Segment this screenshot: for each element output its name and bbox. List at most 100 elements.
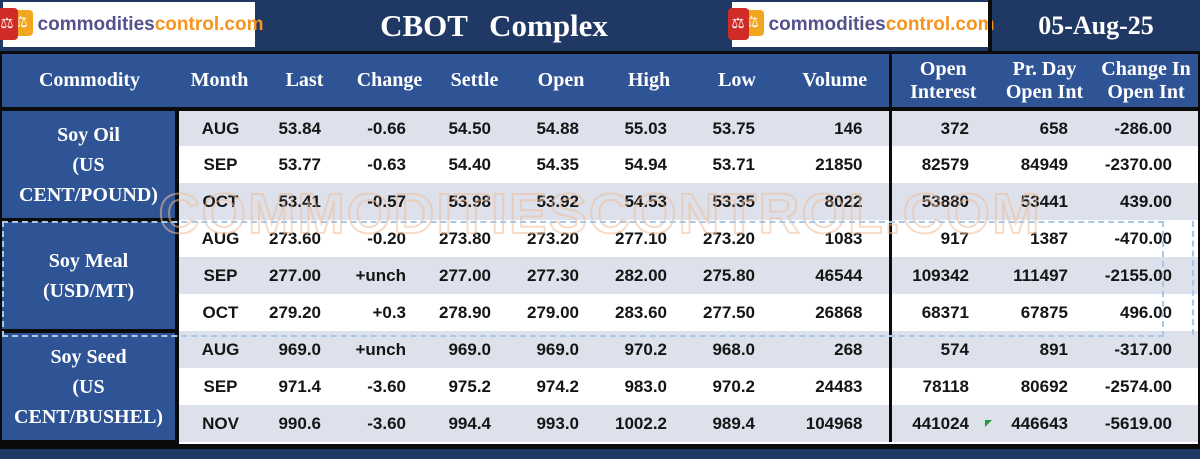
low-cell: 53.75 xyxy=(712,118,755,138)
high-cell: 277.10 xyxy=(615,228,667,248)
cbot-price-table: Commodity Month Last Change Settle Open … xyxy=(2,54,1198,444)
table-row: NOV 990.6 -3.60 994.4 993.0 1002.2 989.4… xyxy=(2,405,1198,442)
open-interest-cell: 68371 xyxy=(888,294,995,331)
prev-day-oi-cell: 1387 xyxy=(1030,228,1068,248)
col-header-low: Low xyxy=(693,54,781,111)
bottom-strip xyxy=(0,444,1200,458)
settle-cell: 54.40 xyxy=(448,154,491,174)
page-title: CBOT Complex xyxy=(380,7,608,43)
open-interest-cell: 78118 xyxy=(888,368,995,405)
prev-day-oi-cell: 84949 xyxy=(1020,154,1068,174)
cell-note-marker xyxy=(985,420,992,427)
volume-cell: 146 xyxy=(834,118,863,138)
month-cell: NOV xyxy=(202,413,239,433)
volume-cell: 8022 xyxy=(824,191,863,211)
change-cell: -0.57 xyxy=(367,191,406,211)
month-cell: OCT xyxy=(202,191,239,211)
col-header-open-interest: Open Interest xyxy=(888,54,995,111)
last-cell: 277.00 xyxy=(269,265,321,285)
open-cell: 54.35 xyxy=(536,154,579,174)
commoditiescontrol-logo-right: ⚖ ⚖ commoditiescontrol.com xyxy=(727,2,994,47)
low-cell: 277.50 xyxy=(703,302,755,322)
commodity-cell-soy-meal: Soy Meal (USD/MT) xyxy=(2,218,179,333)
open-cell: 54.88 xyxy=(536,118,579,138)
prev-day-oi-cell: 446643 xyxy=(1011,413,1068,433)
settle-cell: 975.2 xyxy=(448,376,491,396)
report-date: 05-Aug-25 xyxy=(1038,10,1154,40)
prev-day-oi-cell: 658 xyxy=(1039,118,1068,138)
change-in-oi-cell: -2370.00 xyxy=(1104,154,1172,174)
settle-cell: 278.90 xyxy=(439,302,491,322)
prev-day-oi-cell: 891 xyxy=(1039,339,1068,359)
prev-day-oi-cell: 80692 xyxy=(1020,376,1068,396)
volume-cell: 268 xyxy=(834,339,863,359)
high-cell: 55.03 xyxy=(624,118,667,138)
volume-cell: 24483 xyxy=(815,376,863,396)
open-cell: 277.30 xyxy=(527,265,579,285)
high-cell: 282.00 xyxy=(615,265,667,285)
last-cell: 969.0 xyxy=(278,339,321,359)
change-in-oi-cell: -286.00 xyxy=(1114,118,1172,138)
prev-day-oi-cell: 67875 xyxy=(1020,302,1068,322)
volume-cell: 21850 xyxy=(815,154,863,174)
low-cell: 968.0 xyxy=(712,339,755,359)
low-cell: 273.20 xyxy=(703,228,755,248)
table-row: Soy Oil (US CENT/POUND) AUG 53.84 -0.66 … xyxy=(2,107,1198,222)
settle-cell: 273.80 xyxy=(439,228,491,248)
change-cell: -0.63 xyxy=(367,154,406,174)
open-interest-cell: 109342 xyxy=(888,257,995,294)
change-cell: +unch xyxy=(355,339,406,359)
scales-icon: ⚖ xyxy=(727,7,749,40)
table-row: SEP 277.00 +unch 277.00 277.30 282.00 27… xyxy=(2,257,1198,294)
change-cell: -0.66 xyxy=(367,118,406,138)
settle-cell: 277.00 xyxy=(439,265,491,285)
settle-cell: 54.50 xyxy=(448,118,491,138)
scales-logo-icon: ⚖ ⚖ xyxy=(0,5,35,45)
open-interest-cell: 53880 xyxy=(888,183,995,220)
commoditiescontrol-logo-left: ⚖ ⚖ commoditiescontrol.com xyxy=(0,2,263,47)
open-cell: 969.0 xyxy=(536,339,579,359)
month-cell: AUG xyxy=(201,339,240,359)
high-cell: 54.94 xyxy=(624,154,667,174)
title-bar: ⚖ ⚖ commoditiescontrol.com CBOT Complex … xyxy=(0,0,1200,54)
table-row: Soy Meal (USD/MT) AUG 273.60 -0.20 273.8… xyxy=(2,218,1198,333)
change-cell: +0.3 xyxy=(372,302,406,322)
low-cell: 53.35 xyxy=(712,191,755,211)
open-cell: 279.00 xyxy=(527,302,579,322)
change-cell: -0.20 xyxy=(367,228,406,248)
month-cell: SEP xyxy=(203,154,238,174)
change-in-oi-cell: -5619.00 xyxy=(1104,413,1172,433)
table-row: OCT 53.41 -0.57 53.98 53.92 54.53 53.35 … xyxy=(2,183,1198,220)
open-interest-cell: 372 xyxy=(888,109,995,146)
col-header-settle: Settle xyxy=(432,54,517,111)
settle-cell: 53.98 xyxy=(448,191,491,211)
high-cell: 54.53 xyxy=(624,191,667,211)
table-row: SEP 971.4 -3.60 975.2 974.2 983.0 970.2 … xyxy=(2,368,1198,405)
last-cell: 971.4 xyxy=(278,376,321,396)
open-cell: 273.20 xyxy=(527,228,579,248)
low-cell: 53.71 xyxy=(712,154,755,174)
change-cell: -3.60 xyxy=(367,376,406,396)
logo-wordmark: commoditiescontrol.com xyxy=(37,13,264,35)
last-cell: 53.84 xyxy=(278,118,321,138)
open-cell: 974.2 xyxy=(536,376,579,396)
volume-cell: 26868 xyxy=(815,302,863,322)
volume-cell: 46544 xyxy=(815,265,863,285)
settle-cell: 969.0 xyxy=(448,339,491,359)
scales-logo-icon: ⚖ ⚖ xyxy=(726,5,766,45)
col-header-high: High xyxy=(605,54,693,111)
last-cell: 53.41 xyxy=(278,191,321,211)
last-cell: 273.60 xyxy=(269,228,321,248)
open-interest-cell: 441024 xyxy=(888,405,995,442)
change-in-oi-cell: -470.00 xyxy=(1114,228,1172,248)
low-cell: 989.4 xyxy=(712,413,755,433)
month-cell: SEP xyxy=(203,376,238,396)
high-cell: 1002.2 xyxy=(615,413,667,433)
table-row: SEP 53.77 -0.63 54.40 54.35 54.94 53.71 … xyxy=(2,146,1198,183)
commodity-cell-soy-oil: Soy Oil (US CENT/POUND) xyxy=(2,107,179,222)
month-cell: AUG xyxy=(201,118,240,138)
change-in-oi-cell: 439.00 xyxy=(1120,191,1172,211)
col-header-open: Open xyxy=(517,54,605,111)
titlebar-divider xyxy=(988,0,992,51)
volume-cell: 1083 xyxy=(824,228,863,248)
